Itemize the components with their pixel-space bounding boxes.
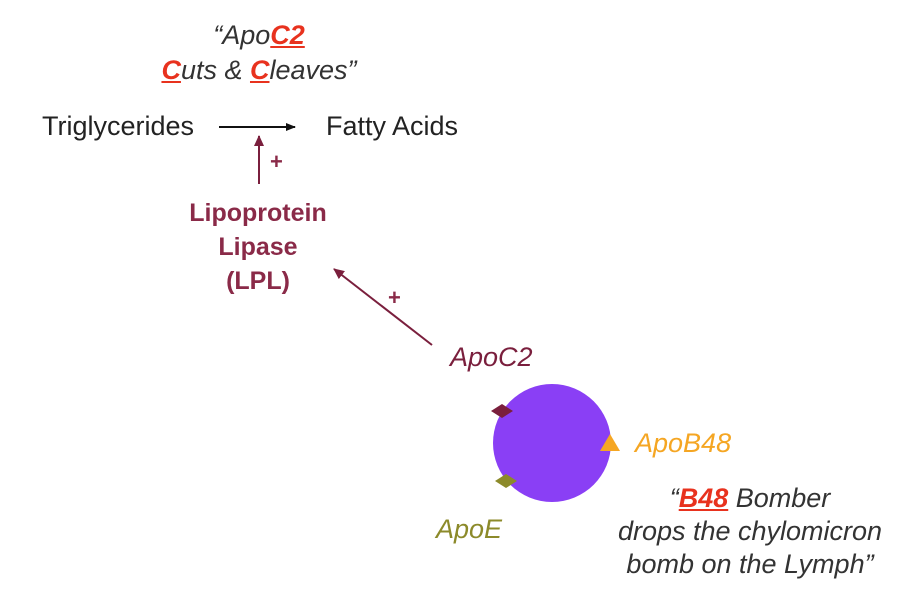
quote-b48-line3: bomb on the Lymph”: [626, 549, 874, 579]
quote-b48: “B48 Bomber drops the chylomicron bomb o…: [600, 482, 900, 581]
quote-cleaves-c: C: [249, 55, 270, 85]
apoe-marker: [495, 474, 517, 488]
apoc2-marker: [491, 404, 513, 418]
quote-apoc2-highlight: C2: [270, 20, 305, 50]
apoc2-label: ApoC2: [450, 342, 533, 372]
lpl-label-line2: Lipase: [218, 233, 298, 261]
apoe-label: ApoE: [436, 514, 503, 544]
lpl-label: Lipoprotein Lipase (LPL): [158, 196, 358, 298]
lpl-label-line1: Lipoprotein: [189, 199, 327, 227]
quote-apoc2-line2: Cuts & Cleaves”: [0, 55, 518, 86]
quote-apoc2-open: “Apo: [213, 20, 271, 50]
quote-b48-highlight: B48: [678, 483, 729, 513]
product-label: Fatty Acids: [326, 111, 459, 141]
lpl-plus-sign: +: [270, 149, 283, 174]
apob48-label: ApoB48: [635, 428, 732, 458]
quote-b48-bomber: Bomber: [728, 483, 831, 513]
substrate-label: Triglycerides: [42, 111, 195, 141]
apoc2-plus-sign: +: [388, 285, 401, 310]
quote-apoc2-line1: “ApoC2: [0, 20, 518, 51]
quote-b48-line1: “B48 Bomber: [600, 482, 900, 515]
quote-cuts-c: C: [161, 55, 181, 85]
quote-b48-open: “: [669, 483, 679, 513]
chylomicron-circle: [493, 384, 611, 502]
apoc2-activation-arrow: [333, 268, 433, 346]
lpl-label-line3: (LPL): [226, 267, 290, 295]
quote-b48-line2: drops the chylomicron: [617, 516, 883, 546]
quote-cuts-text: uts &: [180, 55, 250, 85]
quote-cleaves-text: leaves”: [269, 55, 357, 85]
apob48-marker: [600, 434, 620, 451]
